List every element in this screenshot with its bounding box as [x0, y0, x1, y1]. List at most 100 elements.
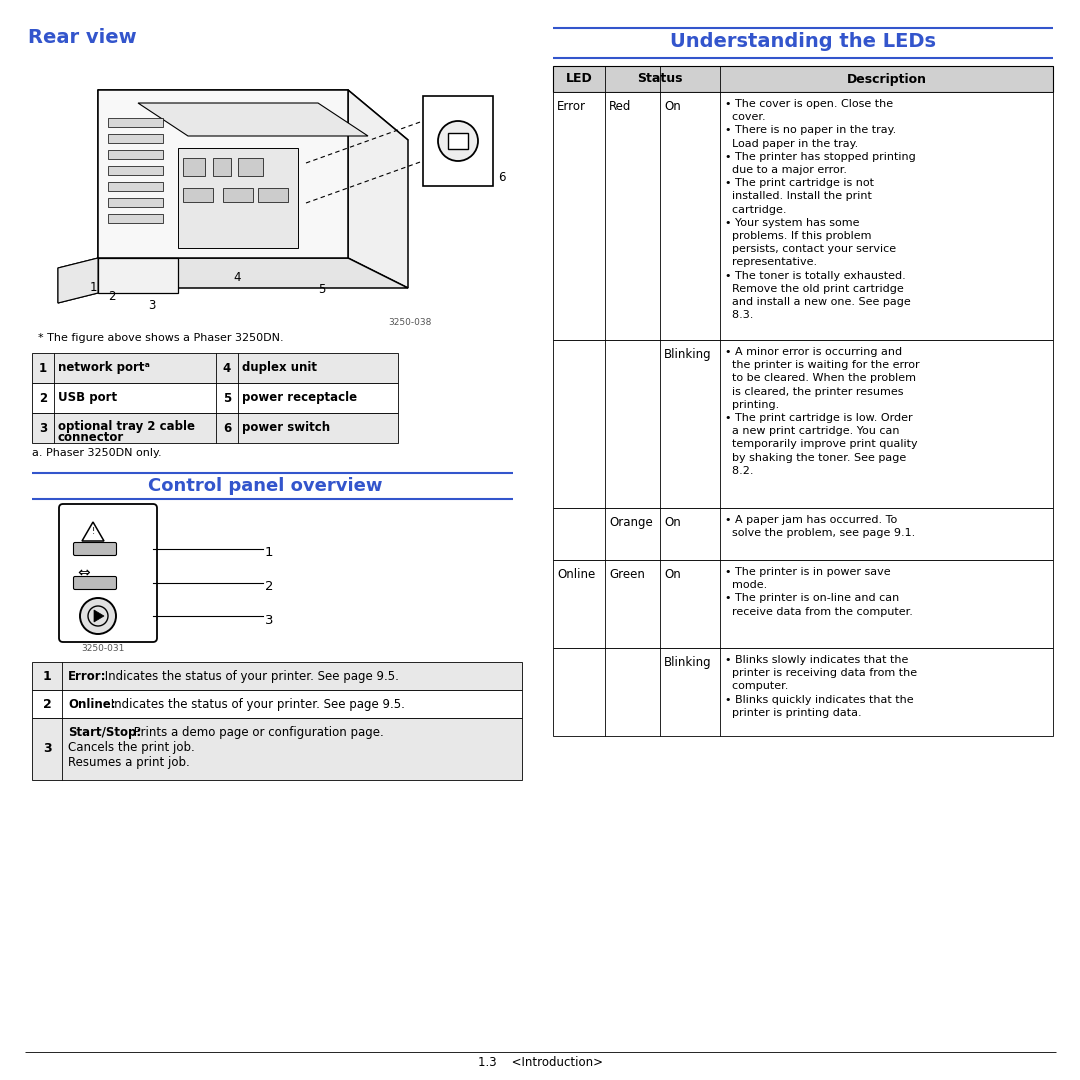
Text: * The figure above shows a Phaser 3250DN.: * The figure above shows a Phaser 3250DN… [38, 333, 284, 343]
Text: • The printer is on-line and can: • The printer is on-line and can [725, 593, 900, 604]
Text: 1: 1 [39, 362, 48, 375]
Polygon shape [94, 610, 104, 622]
Polygon shape [98, 90, 348, 258]
Polygon shape [348, 90, 408, 288]
Bar [32, 353, 399, 383]
Text: On: On [664, 516, 680, 529]
Text: 3: 3 [148, 299, 156, 312]
Bar [553, 561, 1053, 648]
Text: • The printer is in power save: • The printer is in power save [725, 567, 891, 577]
Text: 2: 2 [265, 581, 273, 594]
Bar [108, 150, 163, 159]
Text: 2: 2 [108, 291, 116, 303]
Text: • Your system has some: • Your system has some [725, 218, 860, 228]
Polygon shape [58, 258, 98, 303]
Text: cartridge.: cartridge. [725, 204, 786, 215]
Text: printer is printing data.: printer is printing data. [725, 707, 862, 718]
Polygon shape [82, 522, 104, 541]
Text: 5: 5 [318, 283, 325, 296]
Circle shape [80, 598, 116, 634]
Text: 4: 4 [222, 362, 231, 375]
Text: printing.: printing. [725, 400, 780, 409]
Text: Status: Status [637, 72, 683, 85]
Text: cover.: cover. [725, 112, 766, 122]
Polygon shape [98, 90, 158, 288]
Text: printer is receiving data from the: printer is receiving data from the [725, 669, 917, 678]
Polygon shape [58, 258, 98, 303]
Text: receive data from the computer.: receive data from the computer. [725, 607, 913, 617]
Text: Indicates the status of your printer. See page 9.5.: Indicates the status of your printer. Se… [107, 698, 405, 711]
Text: 3: 3 [39, 421, 48, 434]
Bar [108, 118, 163, 127]
Bar [553, 92, 1053, 340]
Text: 3: 3 [43, 743, 52, 756]
Text: LED: LED [566, 72, 592, 85]
Bar [258, 188, 288, 202]
Bar [108, 166, 163, 175]
Text: temporarily improve print quality: temporarily improve print quality [725, 440, 918, 449]
Bar [108, 134, 163, 143]
Bar [32, 690, 522, 718]
Text: Description: Description [847, 72, 927, 85]
Text: 4: 4 [233, 271, 241, 284]
Text: solve the problem, see page 9.1.: solve the problem, see page 9.1. [725, 528, 915, 538]
Text: ⇔: ⇔ [77, 566, 90, 581]
Bar [32, 718, 522, 780]
Text: optional tray 2 cable: optional tray 2 cable [58, 420, 195, 433]
Text: connector: connector [58, 431, 124, 444]
Text: Resumes a print job.: Resumes a print job. [68, 756, 190, 769]
Text: persists, contact your service: persists, contact your service [725, 244, 896, 254]
Text: • The printer has stopped printing: • The printer has stopped printing [725, 152, 916, 162]
FancyBboxPatch shape [59, 504, 157, 642]
Text: mode.: mode. [725, 580, 767, 590]
Text: Remove the old print cartridge: Remove the old print cartridge [725, 284, 904, 294]
Bar [108, 198, 163, 207]
FancyBboxPatch shape [73, 542, 117, 555]
Text: installed. Install the print: installed. Install the print [725, 191, 872, 201]
Text: Control panel overview: Control panel overview [148, 477, 382, 495]
Text: USB port: USB port [58, 391, 117, 405]
Text: • A minor error is occurring and: • A minor error is occurring and [725, 347, 902, 357]
Text: Online:: Online: [68, 698, 116, 711]
Text: Online: Online [557, 568, 595, 581]
Text: power switch: power switch [242, 421, 330, 434]
Polygon shape [138, 103, 368, 136]
Bar [553, 340, 1053, 508]
Text: 3: 3 [265, 613, 273, 626]
Text: a new print cartridge. You can: a new print cartridge. You can [725, 427, 900, 436]
Bar [183, 158, 205, 176]
Text: • The print cartridge is not: • The print cartridge is not [725, 178, 874, 188]
Text: Red: Red [609, 100, 632, 113]
Text: On: On [664, 568, 680, 581]
Bar [448, 133, 468, 149]
Text: is cleared, the printer resumes: is cleared, the printer resumes [725, 387, 904, 396]
Bar [553, 648, 1053, 735]
FancyBboxPatch shape [73, 577, 117, 590]
Text: • There is no paper in the tray.: • There is no paper in the tray. [725, 125, 896, 135]
Bar [238, 158, 264, 176]
Text: Error: Error [557, 100, 586, 113]
Text: • The print cartridge is low. Order: • The print cartridge is low. Order [725, 413, 913, 423]
Text: 8.3.: 8.3. [725, 310, 754, 320]
Text: Cancels the print job.: Cancels the print job. [68, 741, 194, 754]
Text: • The cover is open. Close the: • The cover is open. Close the [725, 99, 893, 109]
Text: Start/Stop:: Start/Stop: [68, 726, 141, 739]
Text: • Blinks slowly indicates that the: • Blinks slowly indicates that the [725, 654, 908, 665]
Text: computer.: computer. [725, 681, 788, 691]
Circle shape [438, 121, 478, 161]
Text: 2: 2 [42, 698, 52, 711]
Text: Understanding the LEDs: Understanding the LEDs [670, 32, 936, 51]
Bar [108, 214, 163, 222]
Text: 3250-031: 3250-031 [81, 644, 124, 653]
Polygon shape [98, 258, 408, 288]
Text: 2: 2 [39, 391, 48, 405]
Text: network portᵃ: network portᵃ [58, 362, 150, 375]
Text: and install a new one. See page: and install a new one. See page [725, 297, 910, 307]
Text: !: ! [92, 527, 95, 537]
Bar [178, 148, 298, 248]
Text: Blinking: Blinking [664, 348, 712, 361]
Text: power receptacle: power receptacle [242, 391, 357, 405]
Text: 6: 6 [222, 421, 231, 434]
Text: Load paper in the tray.: Load paper in the tray. [725, 138, 859, 149]
Text: 1: 1 [265, 546, 273, 559]
